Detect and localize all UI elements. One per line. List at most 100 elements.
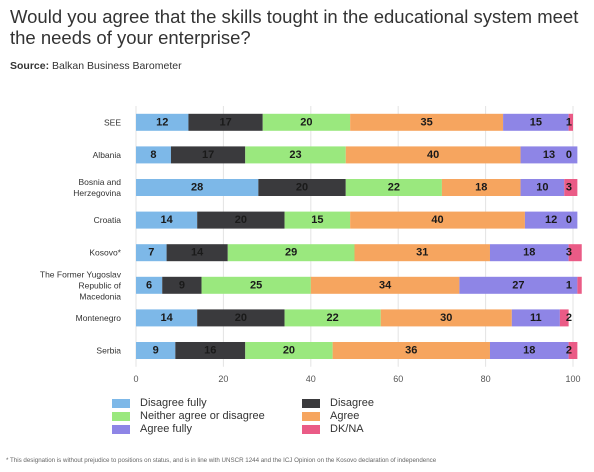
bar-segment [441,179,521,196]
data-label: 15 [530,116,542,128]
data-label: 7 [148,247,154,259]
category-label-line: The Former Yugoslav [40,269,122,279]
x-tick-label: 0 [133,374,138,384]
bar-segment [136,211,198,229]
bar-segment [520,146,578,164]
category-label: Bosnia and Herzegovina [73,177,121,198]
bar-segment [136,146,171,164]
category-label: SEE [104,117,121,127]
legend-swatch [112,424,130,434]
legend-item: Agree [302,410,359,422]
data-label: 22 [327,312,339,324]
data-label: 13 [543,149,555,161]
data-label: 15 [311,214,323,226]
bar-segment [197,211,285,229]
data-label: 20 [235,312,247,324]
bar-segment [136,276,163,294]
data-label: 3 [566,182,572,194]
bar-segment [568,113,573,131]
bar-segment [350,113,504,131]
bar-segment [520,179,565,196]
data-label: 35 [420,116,432,128]
category-label: Kosovo* [89,248,121,258]
bar-segment [170,146,246,164]
data-label: 3 [566,247,572,259]
bar-segment [503,113,569,131]
data-label: 27 [512,279,524,291]
legend-label: Agree fully [140,423,192,435]
data-label: 34 [379,279,392,291]
x-tick-label: 80 [481,374,491,384]
category-label: Croatia [94,215,122,225]
chart-source: Source: Balkan Business Barometer [10,60,182,72]
bar-segment [136,342,176,359]
legend-label: Neither agree or disagree [140,410,265,422]
bar-segment [568,244,582,262]
legend-swatch [302,424,320,434]
bar-segment [489,342,569,359]
x-tick-label: 20 [218,374,228,384]
bar-segment [489,244,569,262]
data-label: 29 [285,247,297,259]
data-label: 20 [296,182,308,194]
data-label: 10 [536,182,548,194]
data-label: 18 [475,182,487,194]
bar-segment [354,244,490,262]
legend-item: Neither agree or disagree [112,410,265,422]
legend-item: DK/NA [302,423,364,435]
data-label: 8 [150,149,156,161]
bar-segment [559,309,569,327]
bar-segment [577,276,582,294]
data-label: 17 [202,149,214,161]
data-label: 12 [545,214,557,226]
data-label: 28 [191,182,203,194]
legend-swatch [302,411,320,421]
legend-item: Agree fully [112,423,192,435]
category-label-line: Croatia [94,215,122,225]
bar-segment [227,244,355,262]
category-label: Serbia [96,346,121,356]
category-label: Montenegro [76,313,122,323]
bar-segment [166,244,228,262]
bar-segment [201,276,311,294]
category-label-line: Republic of [78,280,121,290]
data-label: 1 [566,116,572,128]
data-label: 9 [153,345,159,357]
bar-segment [258,179,346,196]
bar-segment [162,276,202,294]
legend-swatch [302,398,320,408]
bar-segment [175,342,246,359]
bar-segment [136,244,167,262]
data-label: 20 [235,214,247,226]
data-label: 11 [530,312,542,324]
source-label: Source: [10,60,50,72]
x-tick-label: 60 [393,374,403,384]
data-label: 30 [440,312,452,324]
data-label: 0 [566,214,572,226]
category-label-line: Montenegro [76,313,122,323]
bar-segment [345,146,521,164]
data-label: 9 [179,279,185,291]
bar-segment [459,276,578,294]
bar-segment [136,309,198,327]
bar-segment [284,211,351,229]
bar-segment [345,179,442,196]
bar-segment [568,342,578,359]
category-label: The Former Yugoslav Republic of Macedonia [40,269,122,301]
category-label-line: Albania [93,150,122,160]
data-label: 14 [160,214,173,226]
data-label: 16 [204,345,216,357]
data-label: 36 [405,345,417,357]
category-label-line: Macedonia [79,291,121,301]
bar-segment [188,113,263,131]
data-label: 14 [191,247,204,259]
category-label-line: Herzegovina [73,188,121,198]
bar-segment [245,342,333,359]
footnote: * This designation is without prejudice … [6,457,437,464]
data-label: 20 [283,345,295,357]
data-label: 31 [416,247,428,259]
legend-label: Agree [330,410,360,422]
legend-swatch [112,398,130,408]
bar-segment [262,113,351,131]
